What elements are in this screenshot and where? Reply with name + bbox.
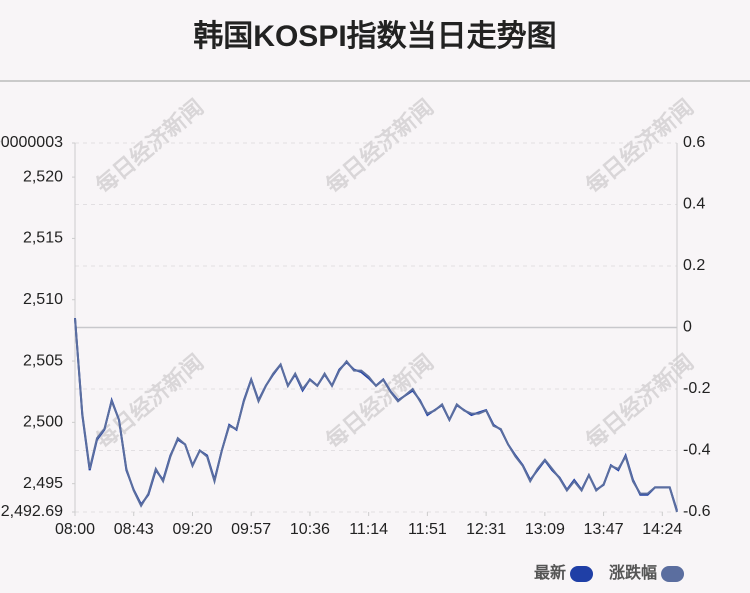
chart-title: 韩国KOSPI指数当日走势图 (193, 20, 556, 53)
y-tick-label: 2,522.7800000003 (0, 134, 63, 151)
y-tick-label: 2,520 (23, 168, 63, 185)
legend-label: 涨跌幅 (609, 563, 657, 582)
y-tick-label: 2,492.69 (1, 503, 63, 520)
x-tick-label: 13:09 (525, 521, 565, 538)
y2-tick-label: -0.6 (683, 503, 711, 520)
x-tick-label: 08:43 (114, 521, 154, 538)
y-tick-label: 2,515 (23, 230, 63, 247)
y2-tick-label: 0.6 (683, 134, 705, 151)
x-tick-label: 13:47 (584, 521, 624, 538)
y2-tick-label: 0 (683, 319, 692, 336)
y-tick-label: 2,495 (23, 475, 63, 492)
x-tick-label: 12:31 (466, 521, 506, 538)
y2-tick-label: -0.4 (683, 442, 711, 459)
legend-swatch (661, 566, 685, 582)
x-tick-label: 10:36 (290, 521, 330, 538)
x-tick-label: 11:51 (408, 521, 447, 538)
y2-tick-label: 0.2 (683, 257, 705, 274)
x-tick-label: 11:14 (349, 521, 388, 538)
x-tick-label: 09:20 (172, 521, 212, 538)
line-series (74, 318, 678, 513)
x-tick-label: 09:57 (231, 521, 271, 538)
y2-tick-label: 0.4 (683, 196, 705, 213)
y2-tick-label: -0.2 (683, 380, 711, 397)
legend-swatch (570, 566, 594, 582)
x-tick-label: 08:00 (55, 521, 95, 538)
y-tick-label: 2,500 (23, 414, 63, 431)
y-tick-label: 2,510 (23, 291, 63, 308)
legend-label: 最新 (534, 563, 566, 582)
x-tick-label: 14:24 (642, 521, 682, 538)
y-tick-label: 2,505 (23, 352, 63, 369)
